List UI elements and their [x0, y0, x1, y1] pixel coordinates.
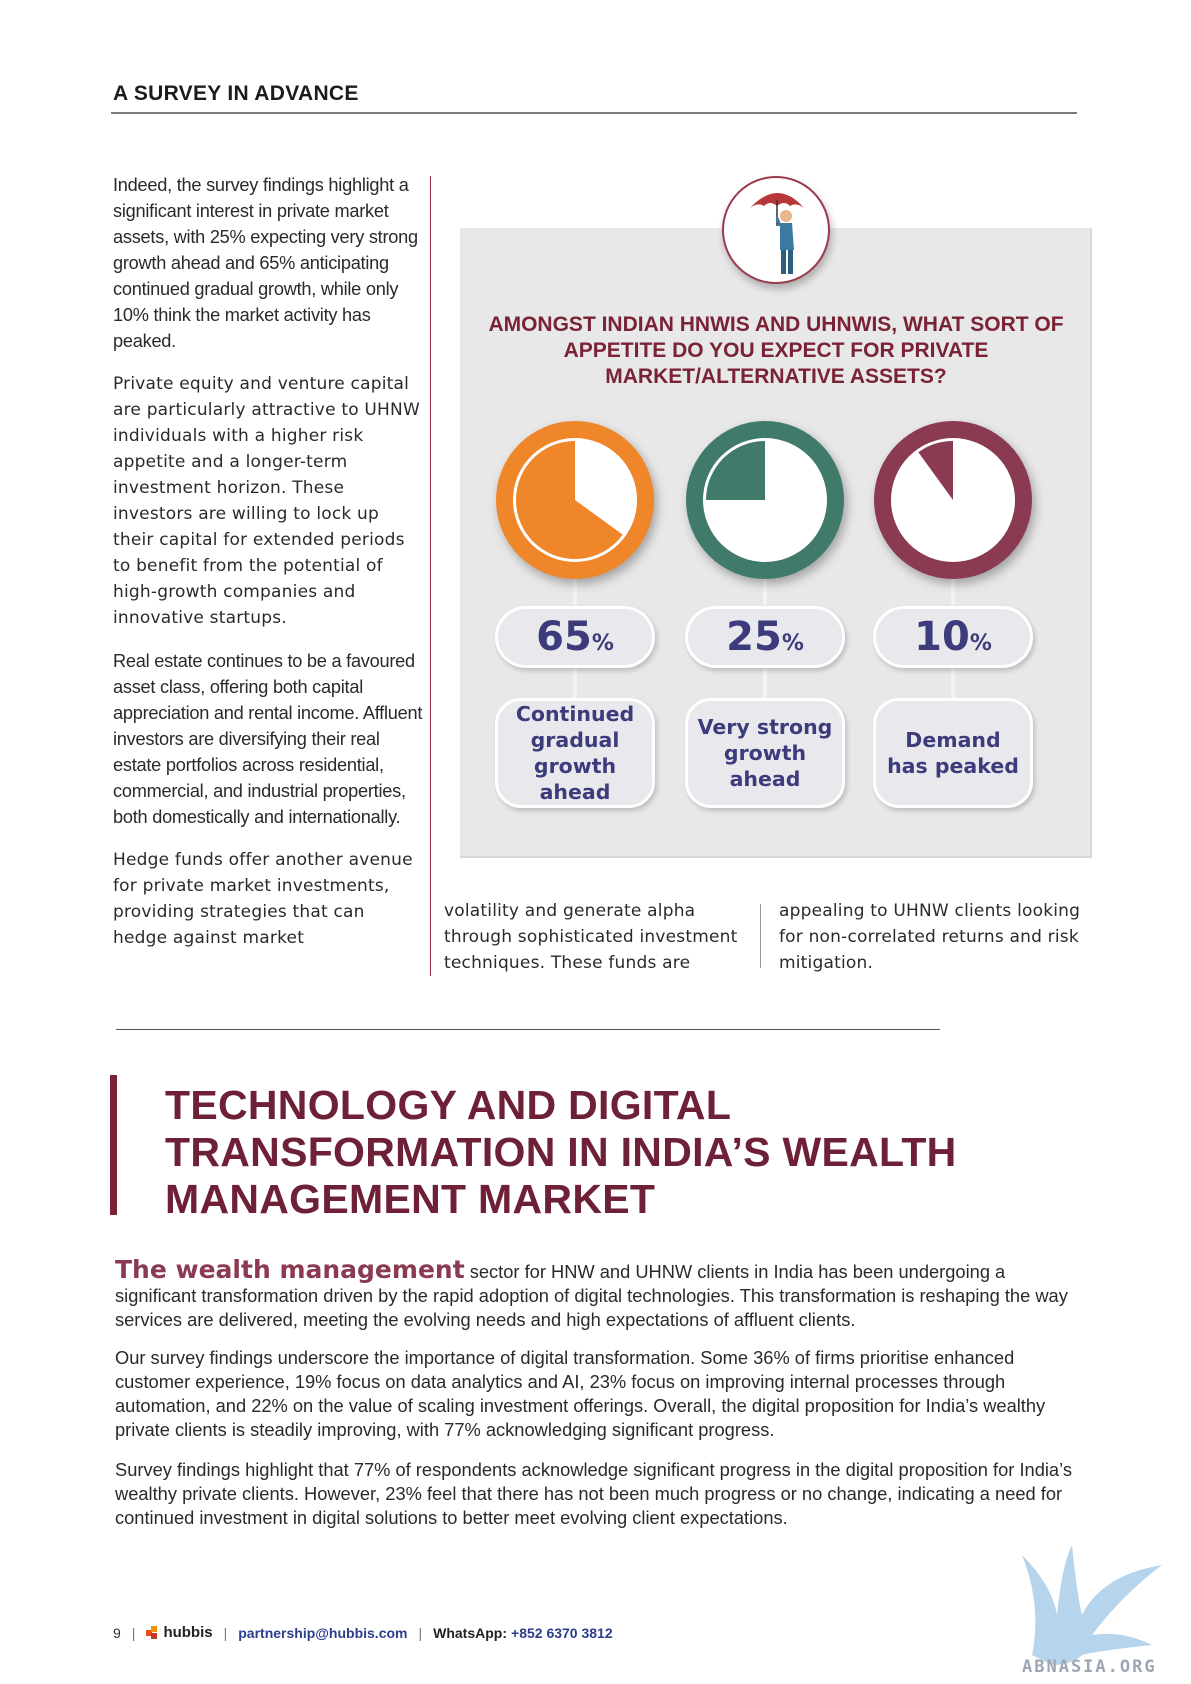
pie-indicator: [686, 421, 844, 579]
connector-stem: [573, 668, 577, 700]
connector-stem: [573, 579, 577, 605]
category-label: Continued gradual growth ahead: [495, 698, 655, 808]
griffin-watermark-icon: [1022, 1545, 1162, 1665]
whatsapp-number[interactable]: +852 6370 3812: [511, 1624, 613, 1641]
pie-slice: [918, 441, 953, 500]
percent-value: 65: [536, 614, 592, 660]
connector-stem: [763, 668, 767, 700]
pie-indicator: [496, 421, 654, 579]
connector-stem: [763, 579, 767, 605]
paragraph-hedge-funds-continued: volatility and generate alpha through so…: [444, 901, 738, 973]
footer-separator: |: [223, 1624, 228, 1641]
footer-email-link[interactable]: partnership@hubbis.com: [238, 1624, 408, 1641]
percent-value: 25: [726, 614, 782, 660]
percent-value-pill: 65%: [495, 606, 655, 668]
header-rule: [111, 112, 1077, 114]
section-title: TECHNOLOGY AND DIGITAL TRANSFORMATION IN…: [165, 1082, 957, 1222]
connector-stem: [951, 668, 955, 700]
hubbis-logo: hubbis: [146, 1624, 213, 1641]
paragraph-appealing: appealing to UHNW clients looking for no…: [779, 901, 1081, 973]
percent-symbol: %: [591, 631, 614, 656]
section-accent-bar: [110, 1075, 117, 1215]
paragraph-digital-progress: Survey findings highlight that 77% of re…: [115, 1459, 1072, 1528]
pie-indicator: [874, 421, 1032, 579]
percent-symbol: %: [969, 631, 992, 656]
page-number: 9: [113, 1624, 121, 1641]
umbrella-figure-badge: [722, 176, 830, 284]
column-divider-right: [760, 904, 761, 968]
pie-slice: [706, 441, 765, 500]
connector-stem: [951, 579, 955, 605]
percent-symbol: %: [781, 631, 804, 656]
paragraph-private-equity: Private equity and venture capital are p…: [113, 374, 420, 628]
column-divider: [430, 176, 431, 976]
percent-value: 10: [914, 614, 970, 660]
percent-value-pill: 25%: [685, 606, 845, 668]
infographic-question: AMONGST INDIAN HNWIS AND UHNWIS, WHAT SO…: [488, 313, 1064, 388]
category-label: Demand has peaked: [873, 698, 1033, 808]
footer-separator: |: [418, 1624, 423, 1641]
paragraph-hedge-funds: Hedge funds offer another avenue for pri…: [113, 850, 413, 948]
hubbis-logo-text: hubbis: [163, 1624, 213, 1641]
whatsapp-label: WhatsApp:: [433, 1624, 508, 1641]
section-divider: [116, 1029, 940, 1030]
hubbis-logo-icon: [146, 1625, 160, 1640]
header-title: A SURVEY IN ADVANCE: [113, 82, 359, 105]
percent-value-pill: 10%: [873, 606, 1033, 668]
paragraph-wealth-management: The wealth management sector for HNW and…: [115, 1255, 1085, 1332]
umbrella-man-icon: [750, 193, 804, 274]
category-label: Very strong growth ahead: [685, 698, 845, 808]
watermark-text: ABNASIA.ORG: [1022, 1657, 1157, 1677]
footer: 9 | hubbis | partnership@hubbis.com | Wh…: [113, 1624, 613, 1641]
paragraph-digital-transformation: Our survey findings underscore the impor…: [115, 1347, 1046, 1440]
pie-slice: [516, 441, 623, 559]
lead-phrase: The wealth management: [115, 1255, 465, 1284]
paragraph-survey-findings: Indeed, the survey findings highlight a …: [113, 175, 418, 351]
footer-separator: |: [131, 1624, 136, 1641]
paragraph-wealth-management-text: sector for HNW and UHNW clients in India…: [115, 1261, 1068, 1330]
left-column: Indeed, the survey findings highlight a …: [113, 172, 423, 968]
paragraph-real-estate: Real estate continues to be a favoured a…: [113, 651, 423, 827]
